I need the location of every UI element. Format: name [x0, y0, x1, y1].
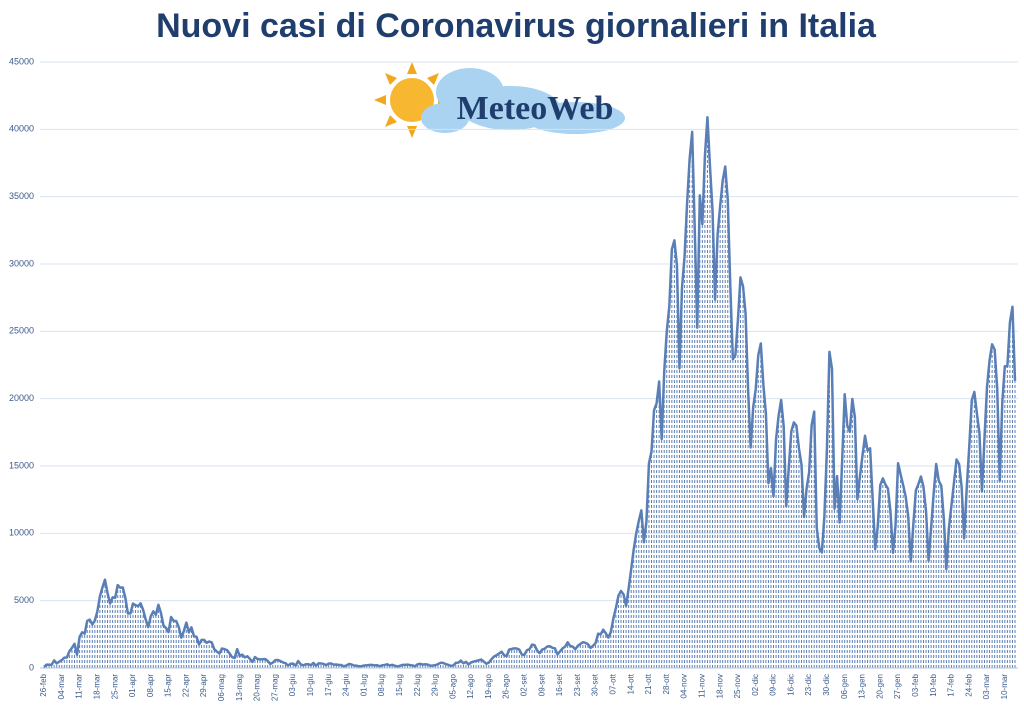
x-tick-label: 19-ago [484, 673, 493, 698]
x-tick-label: 25-nov [733, 674, 742, 698]
x-tick-label: 10-mar [1000, 674, 1009, 700]
logo: MeteoWeb [374, 62, 625, 138]
x-tick-label: 13-mag [235, 674, 244, 701]
x-tick-label: 08-apr [146, 674, 155, 697]
y-tick-label: 45000 [9, 56, 34, 66]
x-tick-label: 13-gen [858, 674, 867, 699]
x-tick-label: 05-ago [448, 673, 457, 698]
x-tick-label: 03-giu [288, 674, 297, 696]
series-line [43, 115, 1017, 668]
x-tick-label: 27-gen [893, 674, 902, 699]
x-tick-label: 09-dic [769, 674, 778, 696]
x-tick-label: 30-dic [822, 674, 831, 696]
x-tick-label: 01-lug [359, 674, 368, 696]
x-tick-label: 04-nov [680, 674, 689, 698]
x-tick-label: 18-mar [92, 674, 101, 700]
x-tick-label: 16-dic [786, 674, 795, 696]
y-tick-label: 10000 [9, 528, 34, 538]
x-tick-label: 17-giu [324, 674, 333, 696]
logo-text: MeteoWeb [457, 90, 614, 127]
x-tick-label: 09-set [537, 673, 546, 696]
y-tick-label: 5000 [14, 595, 34, 605]
x-tick-label: 25-mar [110, 674, 119, 700]
x-tick-label: 20-mag [253, 674, 262, 701]
x-tick-label: 15-lug [395, 674, 404, 696]
x-tick-label: 02-dic [751, 674, 760, 696]
x-tick-label: 12-ago [466, 673, 475, 698]
x-tick-label: 01-apr [128, 674, 137, 697]
y-tick-label: 25000 [9, 326, 34, 336]
x-tick-label: 06-mag [217, 674, 226, 701]
x-tick-label: 29-apr [199, 674, 208, 697]
x-tick-label: 21-ott [644, 673, 653, 694]
x-tick-label: 10-feb [929, 673, 938, 696]
y-tick-label: 15000 [9, 460, 34, 470]
x-tick-label: 28-ott [662, 673, 671, 694]
x-tick-label: 18-nov [715, 674, 724, 698]
x-tick-label: 03-mar [982, 674, 991, 700]
y-tick-label: 30000 [9, 258, 34, 268]
x-tick-label: 30-set [591, 673, 600, 696]
y-tick-label: 0 [29, 662, 34, 672]
x-tick-label: 22-apr [181, 674, 190, 697]
x-tick-label: 20-gen [875, 674, 884, 699]
x-tick-label: 26-ago [502, 673, 511, 698]
x-tick-label: 23-set [573, 673, 582, 696]
x-tick-label: 15-apr [164, 674, 173, 697]
logo-cloud [421, 68, 625, 134]
chart-title: Nuovi casi di Coronavirus giornalieri in… [156, 7, 877, 45]
x-tick-label: 06-gen [840, 674, 849, 699]
x-tick-label: 14-ott [626, 673, 635, 694]
y-tick-label: 35000 [9, 191, 34, 201]
y-tick-label: 40000 [9, 124, 34, 134]
x-tick-label: 11-nov [697, 674, 706, 698]
x-tick-label: 23-dic [804, 674, 813, 696]
x-tick-label: 04-mar [57, 674, 66, 700]
x-tick-label: 29-lug [431, 674, 440, 696]
x-tick-label: 10-giu [306, 674, 315, 696]
y-tick-label: 20000 [9, 393, 34, 403]
x-tick-label: 27-mag [270, 674, 279, 701]
x-tick-label: 02-set [520, 673, 529, 696]
x-tick-label: 11-mar [75, 674, 84, 699]
x-tick-label: 26-feb [39, 673, 48, 696]
x-tick-label: 24-giu [342, 674, 351, 696]
x-tick-label: 03-feb [911, 673, 920, 696]
x-tick-label: 17-feb [947, 673, 956, 696]
x-tick-label: 22-lug [413, 674, 422, 696]
x-tick-label: 24-feb [964, 673, 973, 696]
hatch-lines [43, 117, 1016, 668]
x-tick-label: 16-set [555, 673, 564, 696]
x-tick-label: 08-lug [377, 674, 386, 696]
x-tick-label: 07-ott [608, 673, 617, 694]
